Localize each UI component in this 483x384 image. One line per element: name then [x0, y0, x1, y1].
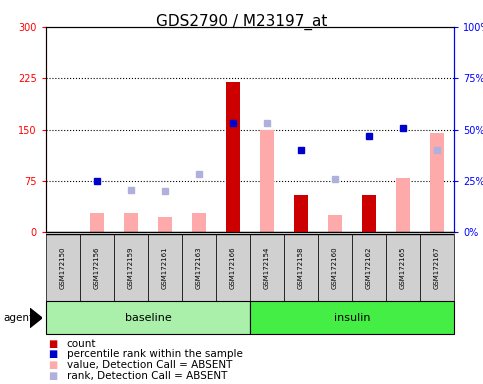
Text: ■: ■: [48, 360, 57, 370]
Bar: [114, 234, 148, 301]
Bar: [46, 234, 80, 301]
Bar: [226, 82, 240, 232]
Text: insulin: insulin: [334, 313, 370, 323]
Text: GSM172162: GSM172162: [366, 247, 372, 289]
Text: GSM172154: GSM172154: [264, 247, 270, 289]
Text: ■: ■: [48, 371, 57, 381]
Text: GSM172159: GSM172159: [128, 247, 134, 289]
Bar: [352, 234, 386, 301]
Bar: [250, 234, 284, 301]
Bar: [362, 195, 376, 232]
Bar: [158, 217, 172, 232]
Text: GSM172166: GSM172166: [230, 247, 236, 289]
Bar: [250, 301, 454, 334]
Bar: [396, 177, 410, 232]
Polygon shape: [30, 308, 42, 328]
Bar: [294, 195, 308, 232]
Text: percentile rank within the sample: percentile rank within the sample: [67, 349, 242, 359]
Bar: [328, 215, 342, 232]
Text: GSM172167: GSM172167: [434, 247, 440, 289]
Text: count: count: [67, 339, 96, 349]
Text: GSM172161: GSM172161: [162, 247, 168, 289]
Bar: [148, 234, 182, 301]
Bar: [284, 234, 318, 301]
Bar: [260, 129, 274, 232]
Bar: [430, 133, 444, 232]
Bar: [420, 234, 454, 301]
Text: GSM172160: GSM172160: [332, 247, 338, 289]
Bar: [386, 234, 420, 301]
Text: baseline: baseline: [125, 313, 171, 323]
Text: agent: agent: [4, 313, 34, 323]
Bar: [46, 301, 250, 334]
Bar: [90, 213, 104, 232]
Text: GDS2790 / M23197_at: GDS2790 / M23197_at: [156, 13, 327, 30]
Text: GSM172150: GSM172150: [60, 247, 66, 289]
Bar: [216, 234, 250, 301]
Bar: [318, 234, 352, 301]
Text: GSM172163: GSM172163: [196, 247, 202, 289]
Bar: [182, 234, 216, 301]
Bar: [192, 213, 206, 232]
Text: GSM172158: GSM172158: [298, 247, 304, 289]
Text: ■: ■: [48, 339, 57, 349]
Text: GSM172165: GSM172165: [400, 247, 406, 289]
Bar: [80, 234, 114, 301]
Bar: [124, 213, 138, 232]
Text: rank, Detection Call = ABSENT: rank, Detection Call = ABSENT: [67, 371, 227, 381]
Text: ■: ■: [48, 349, 57, 359]
Text: value, Detection Call = ABSENT: value, Detection Call = ABSENT: [67, 360, 232, 370]
Text: GSM172156: GSM172156: [94, 247, 100, 289]
